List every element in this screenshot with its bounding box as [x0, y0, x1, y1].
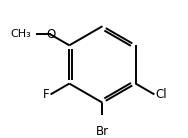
Text: Br: Br [96, 125, 109, 138]
Text: CH₃: CH₃ [10, 30, 31, 39]
Text: O: O [46, 28, 55, 41]
Text: F: F [43, 88, 49, 101]
Text: Cl: Cl [156, 88, 167, 101]
